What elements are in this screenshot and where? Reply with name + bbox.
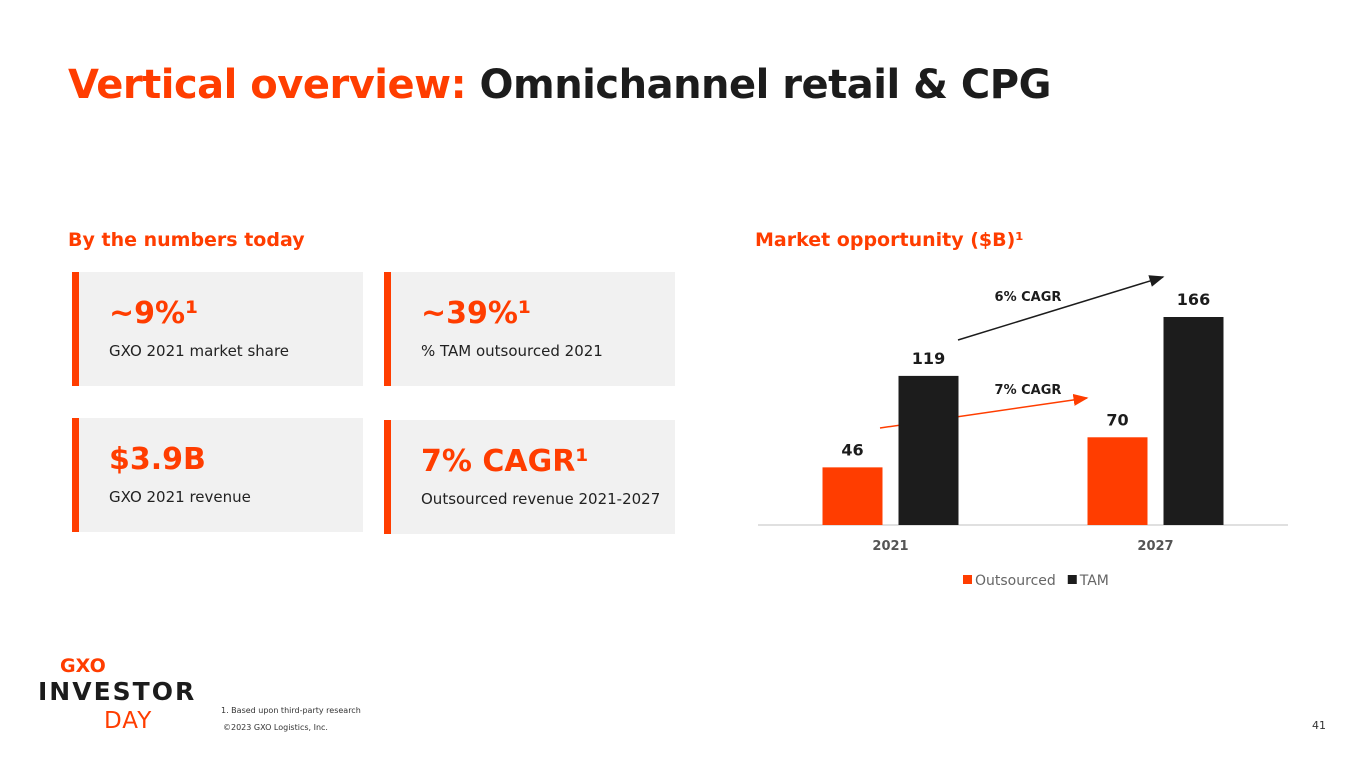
title-rest: Omnichannel retail & CPG xyxy=(479,62,1052,108)
stat-label: GXO 2021 market share xyxy=(109,342,290,360)
stat-card: 7% CAGR¹ Outsourced revenue 2021-2027 xyxy=(384,420,675,534)
chart-title: Market opportunity ($B)¹ xyxy=(755,229,1024,251)
stat-value: ~9%¹ xyxy=(109,296,199,331)
bar xyxy=(1087,437,1148,525)
logo-investor: INVESTOR xyxy=(38,677,197,706)
x-tick-label: 2027 xyxy=(1137,539,1173,554)
stat-label: % TAM outsourced 2021 xyxy=(421,342,603,360)
legend-swatch xyxy=(963,575,972,584)
value-label: 46 xyxy=(841,440,863,459)
page-number: 41 xyxy=(1312,719,1326,732)
bar xyxy=(1163,317,1224,525)
stat-card: ~9%¹ GXO 2021 market share xyxy=(72,272,363,386)
title: Vertical overview: Omnichannel retail & … xyxy=(68,62,1051,108)
bar xyxy=(822,467,883,525)
annotation: 6% CAGR xyxy=(995,290,1062,305)
legend-swatch xyxy=(1067,575,1077,584)
value-label: 166 xyxy=(1177,290,1210,309)
title-accent: Vertical overview: xyxy=(68,62,467,108)
value-label: 70 xyxy=(1106,410,1128,429)
annotation: 7% CAGR xyxy=(995,383,1062,398)
stat-value: 7% CAGR¹ xyxy=(421,444,589,479)
stat-value: $3.9B xyxy=(109,442,206,477)
copyright: ©2023 GXO Logistics, Inc. xyxy=(223,723,328,732)
stat-card: $3.9B GXO 2021 revenue xyxy=(72,418,363,532)
legend-label: TAM xyxy=(1079,573,1109,589)
x-tick-label: 2021 xyxy=(872,539,908,554)
footnote: 1. Based upon third-party research xyxy=(221,706,361,715)
value-label: 119 xyxy=(912,349,945,368)
stat-value: ~39%¹ xyxy=(421,296,532,331)
legend-label: Outsourced xyxy=(975,573,1056,589)
logo-day: DAY xyxy=(104,708,153,734)
bar xyxy=(898,375,959,525)
cagr-arrow xyxy=(957,275,1165,341)
stat-label: Outsourced revenue 2021-2027 xyxy=(421,490,661,508)
section-heading: By the numbers today xyxy=(68,229,305,251)
stat-card: ~39%¹ % TAM outsourced 2021 xyxy=(384,272,675,386)
logo-gxo: GXO xyxy=(60,655,106,677)
stat-label: GXO 2021 revenue xyxy=(109,488,251,506)
